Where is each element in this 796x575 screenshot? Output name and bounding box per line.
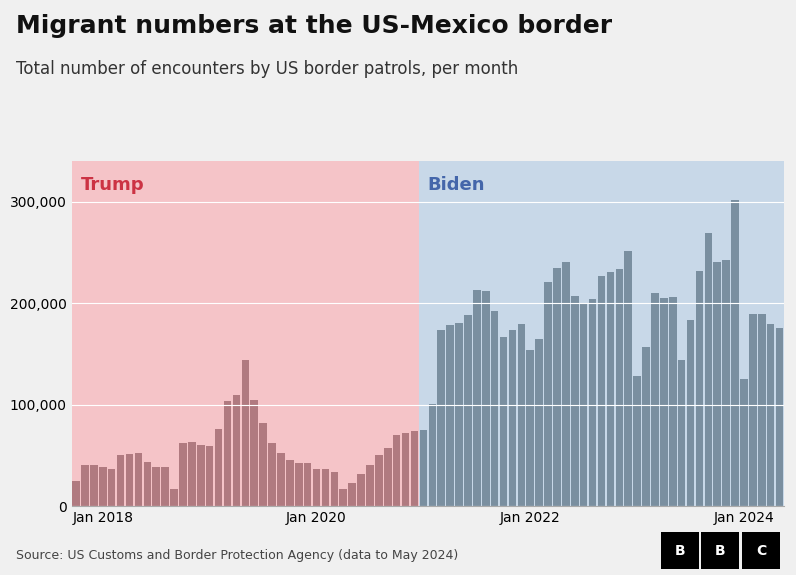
Bar — [509, 331, 517, 506]
Bar — [188, 442, 196, 506]
Bar — [642, 347, 650, 506]
Bar — [536, 339, 543, 506]
Bar — [72, 161, 419, 506]
Bar — [313, 469, 320, 506]
Bar — [580, 303, 587, 506]
Bar — [375, 455, 383, 506]
Bar — [464, 315, 472, 506]
Text: Trump: Trump — [80, 176, 144, 194]
Bar — [99, 467, 107, 506]
Bar — [732, 200, 739, 506]
Bar — [562, 262, 570, 506]
Bar — [304, 463, 311, 506]
Bar — [232, 396, 240, 506]
Bar — [339, 489, 347, 506]
Bar — [366, 465, 374, 506]
Bar — [72, 481, 80, 506]
Bar — [634, 376, 641, 506]
Bar — [704, 233, 712, 506]
Bar — [615, 269, 623, 506]
Bar — [723, 260, 730, 506]
Bar — [428, 404, 436, 506]
Bar — [81, 465, 89, 506]
Bar — [108, 469, 115, 506]
Bar — [126, 454, 133, 506]
Bar — [330, 472, 338, 506]
Bar — [224, 401, 232, 506]
Bar — [767, 324, 775, 506]
Bar — [678, 360, 685, 506]
Bar — [349, 482, 356, 506]
Text: C: C — [756, 543, 766, 558]
Bar — [482, 291, 490, 506]
Bar — [251, 400, 258, 506]
Bar — [402, 433, 409, 506]
Bar — [749, 314, 757, 506]
Bar — [241, 360, 249, 506]
Bar — [491, 311, 498, 506]
Text: Biden: Biden — [428, 176, 486, 194]
Bar — [357, 474, 365, 506]
Bar — [758, 314, 766, 506]
Bar — [500, 336, 507, 506]
Bar — [651, 293, 659, 506]
Bar — [713, 262, 721, 506]
Bar — [447, 325, 454, 506]
Bar — [179, 443, 187, 506]
Bar — [170, 489, 178, 506]
Bar — [206, 446, 213, 506]
Bar — [117, 455, 124, 506]
Bar — [589, 299, 596, 506]
Bar — [162, 467, 169, 506]
Text: B: B — [674, 543, 685, 558]
Bar — [598, 275, 605, 506]
Bar — [669, 297, 677, 506]
Bar — [571, 296, 579, 506]
Bar — [384, 448, 392, 506]
Bar — [268, 443, 275, 506]
Bar — [277, 453, 285, 506]
Bar — [438, 331, 445, 506]
Bar — [215, 429, 222, 506]
Bar — [90, 465, 98, 506]
Bar — [286, 461, 294, 506]
Text: B: B — [715, 543, 726, 558]
Bar — [419, 161, 784, 506]
Bar — [696, 271, 703, 506]
Text: Migrant numbers at the US-Mexico border: Migrant numbers at the US-Mexico border — [16, 14, 612, 39]
Bar — [455, 323, 462, 506]
Bar — [295, 463, 302, 506]
Bar — [553, 267, 560, 506]
Bar — [473, 290, 481, 506]
Bar — [322, 469, 330, 506]
Bar — [393, 435, 400, 506]
Bar — [526, 350, 534, 506]
Text: Total number of encounters by US border patrols, per month: Total number of encounters by US border … — [16, 60, 518, 78]
Bar — [419, 430, 427, 506]
Bar — [411, 431, 418, 506]
Bar — [135, 453, 142, 506]
Bar — [153, 467, 160, 506]
Bar — [197, 445, 205, 506]
Bar — [776, 328, 783, 506]
Bar — [544, 282, 552, 506]
Bar — [740, 379, 747, 506]
Bar — [660, 298, 668, 506]
Text: Source: US Customs and Border Protection Agency (data to May 2024): Source: US Customs and Border Protection… — [16, 549, 458, 562]
Bar — [517, 324, 525, 506]
Bar — [624, 251, 632, 506]
Bar — [143, 462, 151, 506]
Bar — [687, 320, 694, 506]
Bar — [607, 271, 615, 506]
Bar — [259, 423, 267, 506]
